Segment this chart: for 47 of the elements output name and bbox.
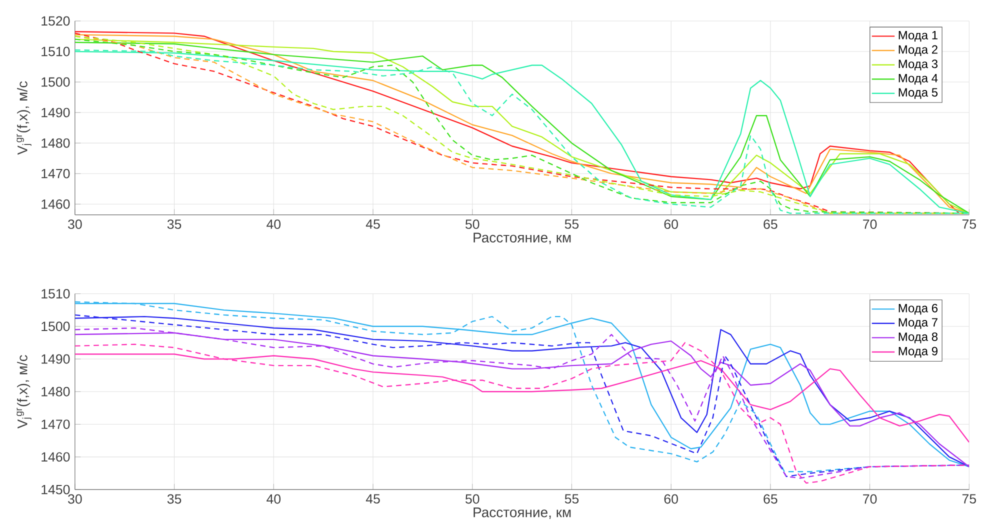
legend-label: Мода 9 <box>898 347 938 358</box>
x-tick-label: 45 <box>366 220 380 230</box>
y-tick-label: 1490 <box>42 108 70 118</box>
x-axis-title: Расстояние, км <box>474 508 571 520</box>
y-tick-label: 1480 <box>42 387 70 397</box>
x-tick-label: 60 <box>664 494 678 504</box>
y-tick-label: 1480 <box>42 138 70 148</box>
x-tick-label: 70 <box>863 494 877 504</box>
y-tick-label: 1450 <box>42 485 70 495</box>
y-axis-title: V$_{j}$$^{gr}$(f,x), м/с <box>16 355 32 429</box>
y-tick-label: 1510 <box>42 289 70 299</box>
y-tick-label: 1520 <box>42 16 70 26</box>
x-tick-label: 35 <box>167 494 182 504</box>
legend-label: Мода 7 <box>898 318 938 330</box>
x-tick-label: 65 <box>764 220 778 230</box>
legend-label: Мода 2 <box>898 46 938 56</box>
y-tick-label: 1500 <box>42 78 70 87</box>
x-tick-label: 30 <box>68 494 82 504</box>
y-tick-label: 1510 <box>42 47 70 56</box>
legend-label: Мода 8 <box>898 332 938 344</box>
x-tick-label: 50 <box>466 494 480 504</box>
x-tick-label: 55 <box>564 220 579 230</box>
y-tick-label: 1470 <box>42 420 70 430</box>
x-tick-label: 50 <box>466 220 480 230</box>
x-tick-label: 35 <box>167 220 182 230</box>
x-axis-title: Расстояние, км <box>474 233 571 244</box>
x-tick-label: 30 <box>68 220 82 230</box>
legend-label: Мода 3 <box>898 60 938 71</box>
legend-label: Мода 6 <box>898 304 938 315</box>
y-tick-label: 1490 <box>42 354 70 364</box>
x-tick-label: 55 <box>564 494 579 504</box>
x-tick-label: 60 <box>664 220 678 230</box>
x-tick-label: 75 <box>962 494 976 504</box>
y-tick-label: 1460 <box>42 452 70 462</box>
x-tick-label: 40 <box>266 220 281 230</box>
x-tick-label: 40 <box>266 494 281 504</box>
x-tick-label: 65 <box>764 494 778 504</box>
y-tick-label: 1460 <box>42 200 70 210</box>
x-tick-label: 70 <box>863 220 877 230</box>
legend-label: Мода 5 <box>898 88 938 100</box>
x-tick-label: 75 <box>962 220 976 230</box>
legend-label: Мода 1 <box>898 31 938 42</box>
y-tick-label: 1500 <box>42 322 70 332</box>
x-tick-label: 45 <box>366 494 380 504</box>
y-axis-title: V$_{j}$$^{gr}$(f,x), м/с <box>16 82 32 156</box>
legend-label: Мода 4 <box>898 74 938 85</box>
y-tick-label: 1470 <box>42 169 70 179</box>
